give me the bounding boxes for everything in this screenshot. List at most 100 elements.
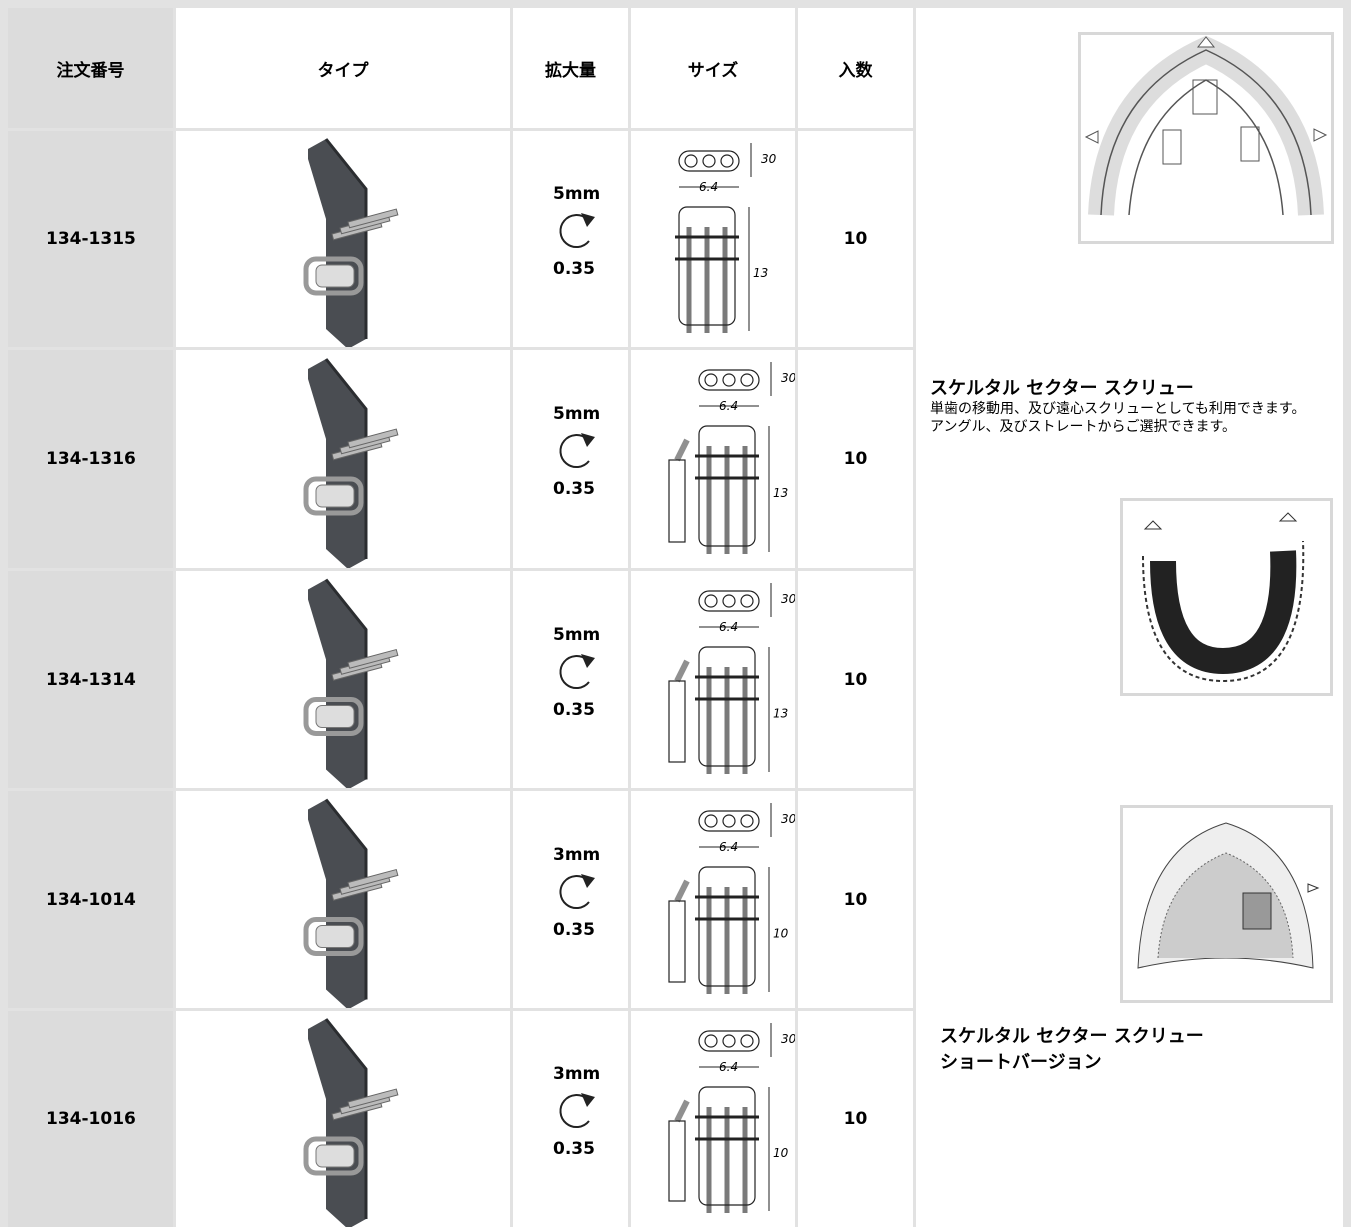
- hole: [740, 373, 754, 387]
- quantity-cell: 10: [798, 131, 913, 347]
- expansion-cell: 5mm 0.35: [513, 350, 628, 568]
- screw-body: [303, 256, 364, 296]
- description-1: スケルタル セクター スクリュー 単歯の移動用、及び遠心スクリューとしても利用で…: [930, 374, 1340, 436]
- expansion: 3mm: [553, 1064, 601, 1084]
- size-cell: 30 6.4 10: [631, 791, 797, 1008]
- screw: [347, 208, 399, 229]
- top-view: [698, 810, 760, 832]
- description-title: スケルタル セクター スクリュー: [940, 1026, 1204, 1047]
- hole: [722, 1034, 736, 1048]
- screw-core: [315, 484, 355, 508]
- header-cell: 入数: [798, 8, 913, 128]
- product-image: [303, 578, 399, 790]
- screw: [347, 648, 399, 669]
- screw-core: [315, 1144, 355, 1168]
- screw-body: [303, 697, 364, 736]
- rotation-arrow: [559, 213, 595, 249]
- plate: [308, 139, 366, 349]
- size-drawing: 30 6.4 10: [668, 803, 797, 994]
- hole: [740, 1034, 754, 1048]
- order-cell: 134-1316: [8, 350, 173, 568]
- product: [303, 578, 399, 790]
- top-view: [698, 369, 760, 391]
- screw-body: [303, 1136, 364, 1176]
- rotation-arrow: [559, 873, 595, 909]
- header-label: タイプ: [317, 60, 369, 81]
- arrow-head: [581, 653, 595, 668]
- screw: [347, 868, 399, 889]
- screw-core: [315, 705, 355, 728]
- plate: [308, 1019, 366, 1227]
- order-cell: 134-1016: [8, 1011, 173, 1227]
- size-drawing: 30 6.4 10: [668, 1023, 797, 1213]
- size-width: 6.4: [719, 1060, 738, 1074]
- plate-edge: [324, 578, 368, 780]
- arrow-head: [581, 873, 595, 888]
- plate: [308, 359, 366, 569]
- quantity-cell: 10: [798, 1011, 913, 1227]
- quantity: 10: [843, 669, 868, 690]
- size-length: 13: [753, 266, 768, 280]
- order-number: 134-1314: [46, 669, 136, 690]
- step: 0.35: [553, 1139, 595, 1159]
- description-line: アングル、及びストレートからご選択できます。: [930, 419, 1237, 435]
- product: [303, 358, 399, 569]
- product-image: [303, 1018, 399, 1227]
- angled-part: [668, 680, 686, 763]
- size-drawing: 30 6.4 13: [668, 362, 797, 554]
- order-number: 134-1014: [46, 889, 136, 910]
- product-image: [303, 798, 399, 1010]
- plate-edge: [324, 138, 368, 339]
- size-width: 6.4: [719, 399, 738, 413]
- size-height: 30: [781, 1032, 795, 1046]
- type-cell: [176, 571, 510, 790]
- jaw-illustration: [1078, 32, 1334, 244]
- size-width: 6.4: [719, 840, 738, 854]
- quantity-cell: 10: [798, 791, 913, 1008]
- jaw-drawing: [1084, 35, 1328, 216]
- palate-drawing: [1137, 822, 1320, 969]
- expansion: 5mm: [553, 624, 601, 645]
- rotation-arrow: [559, 1093, 595, 1129]
- size-length: 13: [773, 707, 788, 721]
- lower-jaw-drawing: [1142, 512, 1305, 683]
- hole: [722, 594, 736, 608]
- product-image: [303, 358, 399, 569]
- header-label: 拡大量: [545, 60, 596, 81]
- arrow-arc: [559, 654, 590, 689]
- plate: [308, 579, 366, 790]
- screw-body: [303, 476, 364, 516]
- quantity: 10: [843, 229, 868, 249]
- expansion: 3mm: [553, 844, 601, 865]
- rotation-arrow: [559, 653, 595, 689]
- step: 0.35: [553, 479, 595, 499]
- hole: [704, 594, 718, 608]
- hole: [704, 1034, 718, 1048]
- step: 0.35: [553, 699, 595, 720]
- header-cell: 注文番号: [8, 8, 173, 128]
- hole: [702, 154, 716, 168]
- angled-part: [668, 459, 686, 543]
- expansion: 5mm: [553, 184, 601, 204]
- header-label: 入数: [838, 60, 873, 81]
- hole: [720, 154, 734, 168]
- expansion-cell: 3mm 0.35: [513, 791, 628, 1008]
- hole: [704, 814, 718, 828]
- size-cell: 30 6.4 10: [631, 1011, 797, 1227]
- header-cell: タイプ: [176, 8, 510, 128]
- step: 0.35: [553, 259, 595, 279]
- hole: [704, 373, 718, 387]
- angled-arm: [674, 438, 690, 462]
- angled-arm: [674, 879, 690, 903]
- quantity: 10: [843, 449, 868, 469]
- quantity: 10: [843, 1109, 868, 1129]
- angled-part: [668, 900, 686, 983]
- product-image: [303, 138, 399, 349]
- size-height: 30: [781, 812, 795, 826]
- size-drawing: 30 6.4 13: [675, 143, 777, 333]
- top-view: [698, 1030, 760, 1052]
- step: 0.35: [553, 919, 595, 940]
- expansion-cell: 5mm 0.35: [513, 571, 628, 788]
- description-subtitle: ショートバージョン: [940, 1052, 1102, 1073]
- screw: [347, 1088, 399, 1109]
